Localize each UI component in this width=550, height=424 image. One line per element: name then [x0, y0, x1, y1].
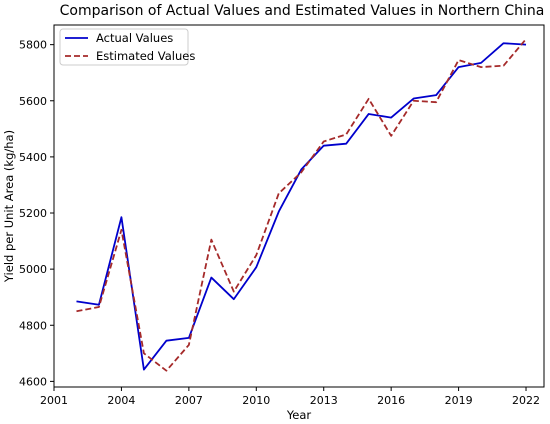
series-line-actual	[76, 42, 527, 371]
x-axis-ticks: 2001 2004 2007 2010 2013 2016 2019 2022	[40, 387, 540, 407]
y-tick-label: 5000	[19, 263, 47, 276]
x-axis-label: Year	[286, 408, 312, 422]
y-axis-label: Yield per Unit Area (kg/ha)	[2, 130, 16, 283]
x-tick-label: 2007	[175, 394, 203, 407]
legend-label-estimated: Estimated Values	[96, 49, 195, 63]
legend: Actual Values Estimated Values	[59, 28, 195, 66]
legend-label-actual: Actual Values	[96, 31, 173, 45]
x-tick-label: 2004	[107, 394, 135, 407]
x-tick-label: 2019	[445, 394, 473, 407]
x-tick-label: 2016	[377, 394, 405, 407]
y-tick-label: 4800	[19, 319, 47, 332]
y-tick-label: 5600	[19, 95, 47, 108]
series-line-estimated	[76, 38, 527, 372]
x-tick-label: 2022	[512, 394, 540, 407]
y-tick-label: 5800	[19, 39, 47, 52]
x-tick-label: 2010	[242, 394, 270, 407]
y-tick-label: 5400	[19, 151, 47, 164]
legend-box	[59, 28, 189, 66]
series-layer	[76, 38, 527, 372]
plot-frame	[53, 24, 545, 388]
chart-title: Comparison of Actual Values and Estimate…	[60, 3, 545, 19]
x-tick-label: 2013	[310, 394, 338, 407]
y-tick-label: 4600	[19, 375, 47, 388]
y-tick-label: 5200	[19, 207, 47, 220]
y-axis-ticks: 4600 4800 5000 5200 5400 5600 5800	[19, 39, 54, 388]
x-tick-label: 2001	[40, 394, 68, 407]
